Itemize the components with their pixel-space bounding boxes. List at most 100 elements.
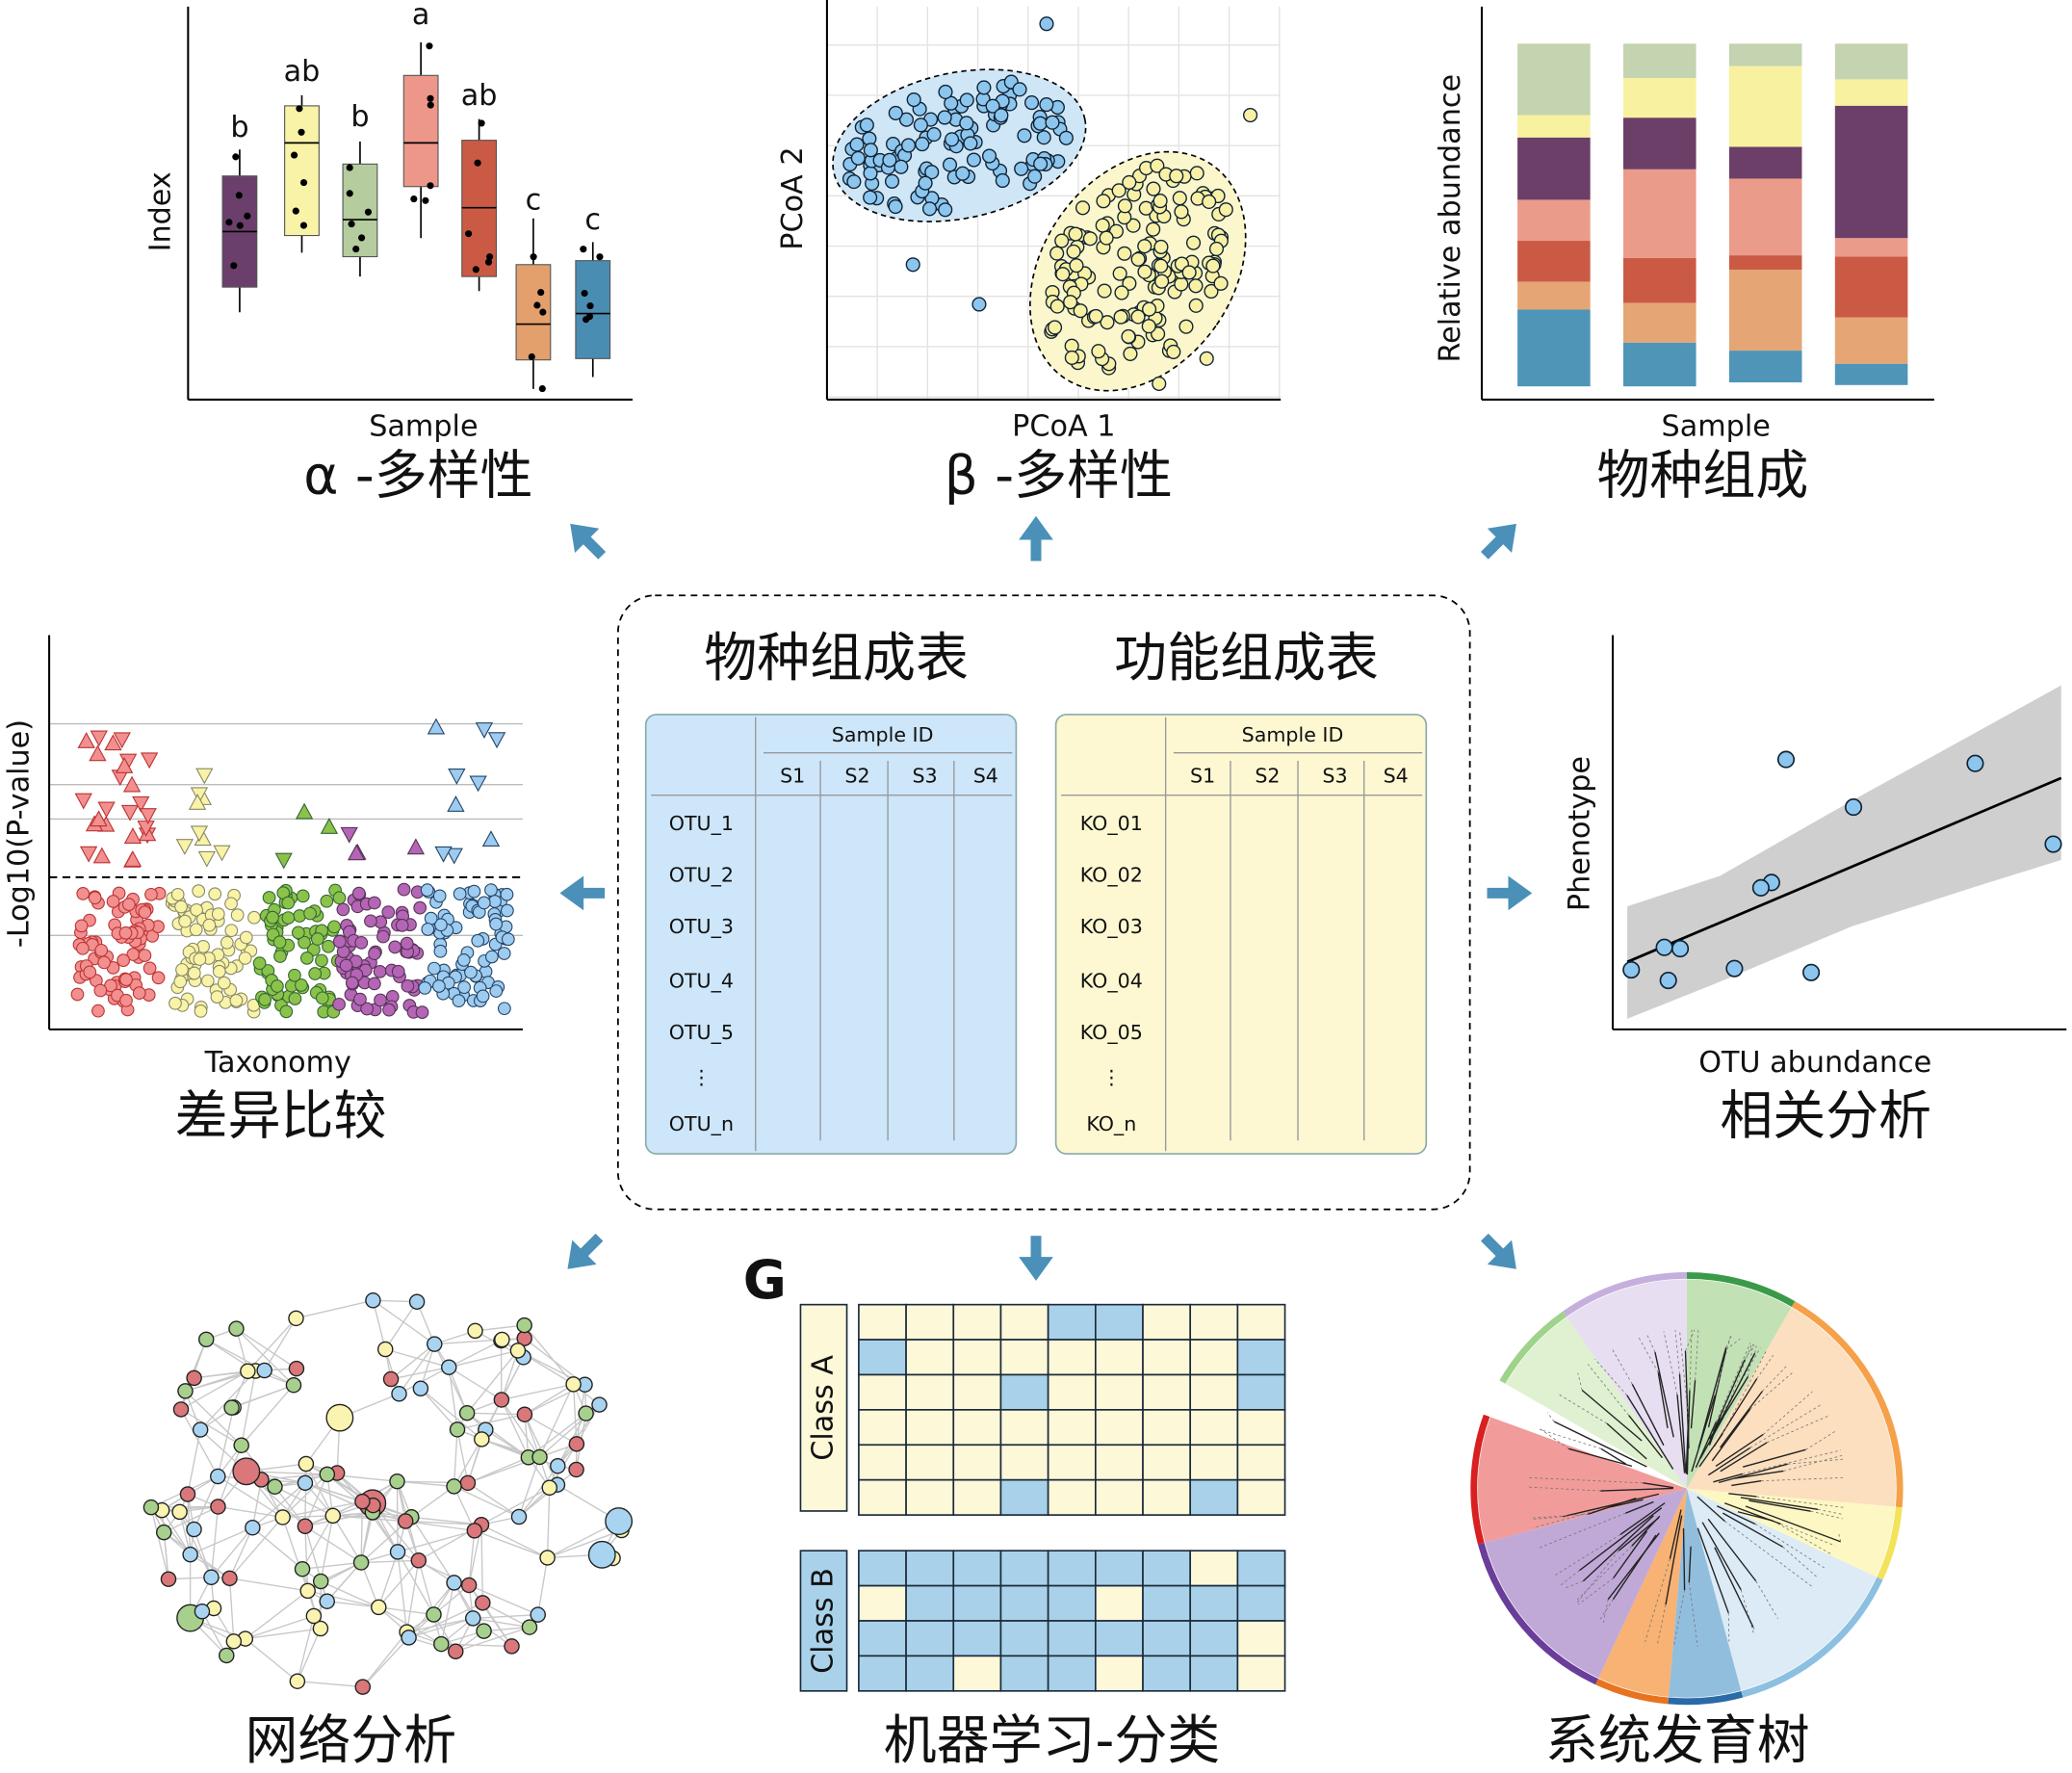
line <box>218 1505 283 1519</box>
point <box>432 979 446 993</box>
line <box>360 1562 379 1608</box>
line <box>1613 1530 1648 1579</box>
point <box>1088 308 1103 324</box>
point <box>1153 194 1168 209</box>
point <box>410 195 418 203</box>
point <box>1055 267 1071 282</box>
node <box>531 1448 548 1466</box>
line <box>518 1465 558 1518</box>
arrow-shaft <box>579 1233 604 1259</box>
point <box>1108 223 1125 239</box>
cell <box>1095 1478 1144 1516</box>
node <box>198 1331 215 1348</box>
line <box>1679 1329 1689 1420</box>
point <box>1172 191 1187 206</box>
point <box>354 935 369 950</box>
label: β -多样性 <box>945 444 1173 506</box>
bar-segment <box>1623 78 1696 118</box>
line <box>408 1636 456 1653</box>
label: OTU_n <box>669 1112 734 1136</box>
line <box>1657 1372 1669 1429</box>
label: a <box>412 0 430 32</box>
label: S2 <box>1255 764 1280 787</box>
triangle <box>487 732 506 749</box>
line <box>180 1370 248 1411</box>
cell <box>1189 1550 1239 1587</box>
arrow-head <box>1487 523 1516 553</box>
line <box>245 1615 315 1640</box>
line <box>1606 1422 1647 1460</box>
cell <box>1142 1620 1192 1657</box>
point <box>1027 169 1043 184</box>
cell <box>905 1620 955 1657</box>
point <box>1075 200 1091 216</box>
line <box>405 1520 482 1525</box>
point <box>193 952 207 966</box>
line <box>1582 1515 1654 1582</box>
line <box>1818 1508 1844 1516</box>
point <box>1082 231 1098 247</box>
point <box>906 91 921 108</box>
point <box>258 993 272 1006</box>
point <box>262 891 276 904</box>
point <box>484 950 499 964</box>
label: S4 <box>973 764 998 787</box>
line <box>245 1590 309 1640</box>
label: KO_05 <box>1080 1021 1143 1045</box>
label: 物种组成 <box>1597 444 1809 506</box>
point <box>1039 97 1054 113</box>
label: Class B <box>807 1568 841 1674</box>
point <box>863 166 878 181</box>
line <box>235 1328 295 1386</box>
arrow <box>1487 875 1533 911</box>
point <box>1152 376 1167 391</box>
label: S2 <box>844 764 869 787</box>
line <box>524 1324 575 1385</box>
point <box>279 1004 294 1019</box>
triangle <box>104 734 122 751</box>
point <box>91 1004 105 1018</box>
node <box>410 1552 427 1569</box>
point <box>1218 202 1233 218</box>
point <box>74 919 89 933</box>
point <box>1114 285 1129 300</box>
line <box>228 1517 284 1579</box>
cell <box>1236 1444 1286 1481</box>
node <box>297 1474 314 1492</box>
line <box>1540 1428 1569 1449</box>
line <box>1685 1329 1696 1351</box>
label: α -多样性 <box>303 444 532 506</box>
arrow <box>567 1233 604 1269</box>
point <box>1137 264 1153 279</box>
line <box>228 1577 235 1642</box>
point <box>382 1003 396 1017</box>
node <box>389 1473 405 1490</box>
cell <box>1095 1620 1144 1657</box>
line <box>453 1429 458 1487</box>
point <box>2044 835 2062 853</box>
label: OTU_5 <box>669 1021 734 1045</box>
line <box>229 1577 308 1592</box>
line <box>538 1384 575 1458</box>
point <box>427 182 434 190</box>
line <box>1619 1502 1666 1536</box>
triangle <box>90 730 108 747</box>
point <box>1073 303 1088 319</box>
bar-segment <box>1728 43 1802 66</box>
point <box>97 955 112 970</box>
cell <box>858 1478 907 1516</box>
line <box>251 1482 306 1528</box>
cell <box>1095 1373 1144 1411</box>
line <box>320 1580 379 1608</box>
point <box>1776 750 1796 769</box>
box <box>575 260 611 359</box>
node <box>297 1518 314 1534</box>
point <box>959 92 974 108</box>
point <box>500 903 514 918</box>
line <box>440 1582 455 1645</box>
node <box>458 1404 476 1421</box>
point <box>1659 971 1677 990</box>
line <box>1725 1336 1732 1348</box>
point <box>1117 198 1132 214</box>
